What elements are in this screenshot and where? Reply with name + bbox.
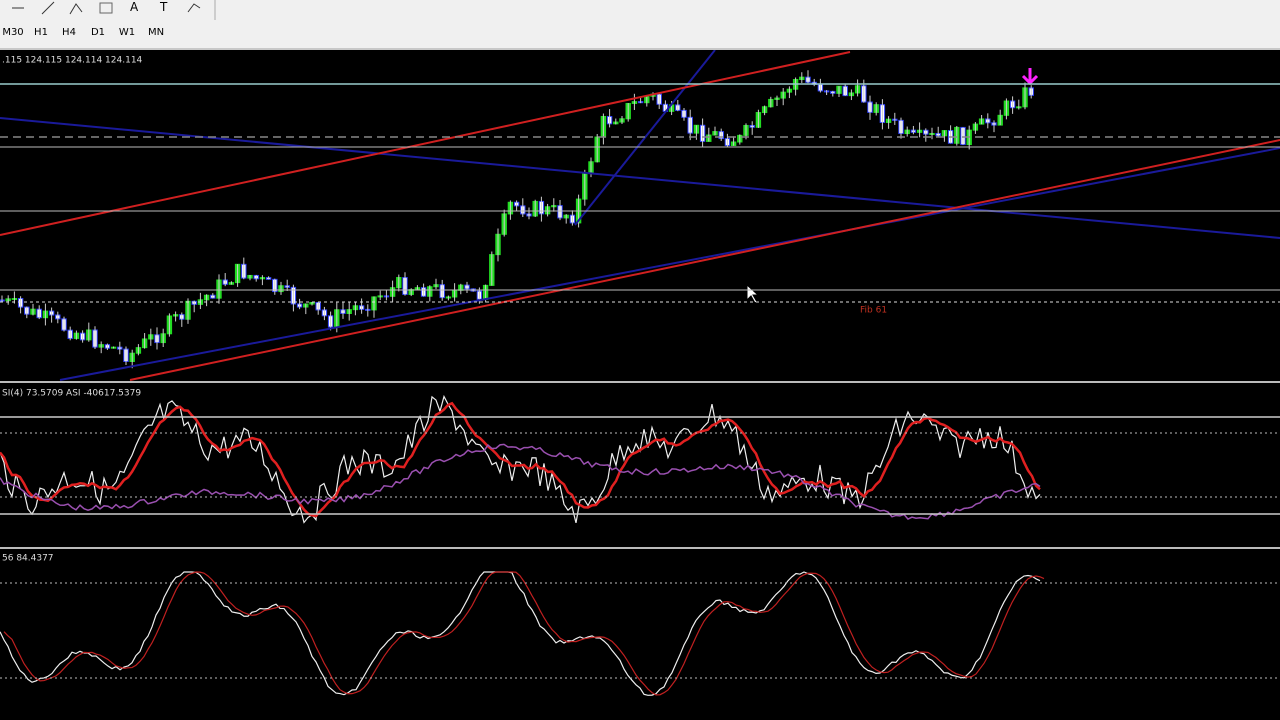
ohlc-header: .115 124.115 124.114 124.114: [2, 56, 143, 66]
timeframe-button[interactable]: W1: [118, 27, 136, 38]
indicator-label: 56 84.4377: [2, 554, 54, 564]
rsi-line: [0, 394, 1041, 524]
stoch-main: [0, 571, 1041, 696]
trend-line: [0, 117, 1280, 239]
stoch-signal: [3, 571, 1045, 696]
toolbar-icons: [12, 0, 216, 20]
timeframe-button[interactable]: H4: [62, 27, 76, 38]
ma-line: [0, 401, 1041, 518]
mouse-cursor: [746, 283, 760, 304]
timeframe-button[interactable]: M30: [2, 27, 24, 38]
trend-line: [59, 147, 1280, 381]
fib-label: Fib 61: [860, 306, 887, 316]
trend-line: [129, 139, 1280, 381]
signal-arrow: [1021, 68, 1039, 86]
chart-area: .115 124.115 124.114 124.114 Fib 61 SI(4…: [0, 50, 1280, 696]
timeframe-button[interactable]: D1: [90, 27, 106, 38]
toolbar: A T M30 H1 H4 D1 W1 MN: [0, 0, 1280, 50]
asi-line: [0, 443, 1041, 521]
timeframe-button[interactable]: H1: [34, 27, 48, 38]
timeframe-button[interactable]: MN: [147, 27, 165, 38]
text-tool[interactable]: A: [130, 0, 139, 14]
label-tool[interactable]: T: [160, 0, 168, 14]
trend-line: [0, 51, 851, 236]
indicator-label: SI(4) 73.5709 ASI -40617.5379: [2, 389, 141, 399]
